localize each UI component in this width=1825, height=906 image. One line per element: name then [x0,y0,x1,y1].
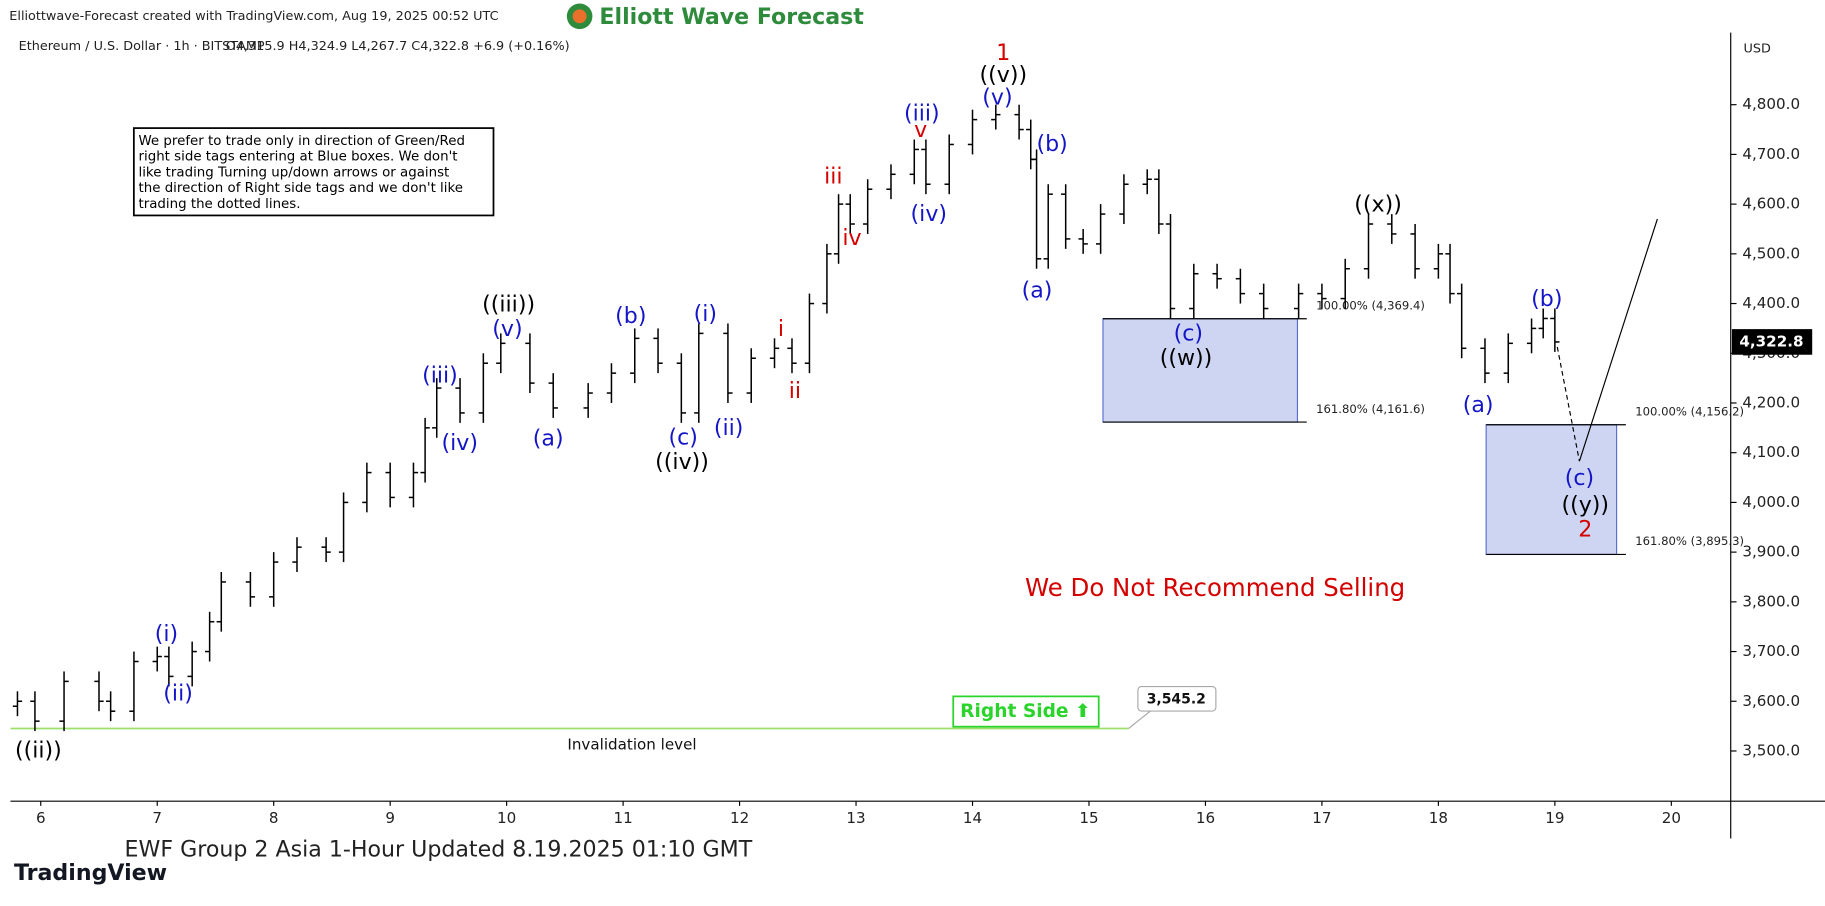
fib-label: 161.80% (4,161.6) [1316,402,1425,416]
x-tick-label: 19 [1545,809,1564,827]
fib-label: 161.80% (3,895.3) [1635,534,1744,548]
x-tick-label: 10 [497,809,516,827]
x-tick-label: 7 [152,809,162,827]
wave-label: (i) [694,301,717,327]
y-tick-label: 4,200.0 [1742,393,1800,411]
wave-label: (b) [1037,131,1068,157]
invalidation-text: Invalidation level [567,735,696,753]
wave-label: ((ii)) [15,738,62,764]
note-line: like trading Turning up/down arrows or a… [139,165,450,180]
footer: EWF Group 2 Asia 1-Hour Updated 8.19.202… [125,837,753,863]
x-tick-label: 18 [1429,809,1448,827]
x-tick-label: 12 [730,809,749,827]
wave-label: 2 [1578,516,1592,542]
x-tick-label: 17 [1312,809,1331,827]
wave-label: iv [842,225,861,251]
y-tick-label: 4,700.0 [1742,145,1800,163]
right-side-box [952,695,1100,728]
projection-dashed [1556,346,1580,462]
wave-label: (ii) [163,681,193,707]
fib-label: 100.00% (4,156.2) [1635,404,1744,418]
y-tick-label: 4,400.0 [1742,294,1800,312]
x-tick-label: 16 [1196,809,1215,827]
wave-label: 1 [996,40,1010,66]
wave-label: ((v)) [979,62,1027,88]
x-tick-label: 6 [36,809,46,827]
wave-label: ((iv)) [655,449,709,475]
y-tick-label: 4,100.0 [1742,443,1800,461]
wave-label: v [914,117,927,143]
right-side-tag: Right Side ⬆ [960,701,1090,722]
warning: We Do Not Recommend Selling [1025,573,1405,602]
wave-label: ((w)) [1160,345,1213,371]
wave-label: (v) [982,84,1012,110]
wave-label: ((iii)) [482,292,535,318]
wave-label: (b) [615,303,646,329]
x-tick-label: 9 [385,809,395,827]
x-tick-label: 13 [846,809,865,827]
y-tick-label: 3,500.0 [1742,741,1800,759]
y-tick-label: 4,500.0 [1742,244,1800,262]
wave-label: (iv) [442,430,478,456]
projection-line [1578,218,1658,462]
wave-label: (iv) [911,201,947,227]
y-tick-label: 3,800.0 [1742,592,1800,610]
target-zone [1485,424,1618,556]
wave-label: (c) [669,424,698,450]
wave-label: (b) [1531,286,1562,312]
wave-label: (c) [1174,321,1203,347]
logo: Elliott Wave Forecast [599,4,864,30]
y-tick-label: 3,600.0 [1742,692,1800,710]
logo-icon [572,9,587,24]
note-line: trading the dotted lines. [139,197,301,212]
note-box [132,127,495,217]
x-tick-label: 20 [1662,809,1681,827]
wave-label: (c) [1565,465,1594,491]
callout-box [1137,686,1217,712]
note-line: the direction of Right side tags and we … [139,181,463,196]
wave-label: i [778,316,784,342]
header: Elliottwave-Forecast created with Tradin… [9,9,498,24]
note-line: We prefer to trade only in direction of … [139,134,465,149]
y-tick-label: 4,800.0 [1742,95,1800,113]
wave-label: iii [824,164,842,190]
wave-label: (v) [492,316,522,342]
symbol: Ethereum / U.S. Dollar · 1h · BITSTAMP [19,39,265,54]
x-tick-label: 15 [1079,809,1098,827]
x-tick-label: 11 [613,809,632,827]
note-line: right side tags entering at Blue boxes. … [139,150,458,165]
x-tick-label: 14 [963,809,982,827]
y-tick-label: 3,700.0 [1742,642,1800,660]
invalidation-label: 3,545.2 [1147,691,1206,707]
callout-connector [1128,709,1153,729]
wave-label: (iii) [904,101,940,127]
wave-label: (a) [1463,392,1494,418]
wave-label: (a) [533,426,564,452]
wave-label: ((x)) [1354,191,1402,217]
wave-label: ii [789,378,801,404]
ohlc-values: O4,315.9 H4,324.9 L4,267.7 C4,322.8 +6.9… [226,39,570,54]
brand: TradingView [14,860,167,886]
wave-label: (iii) [422,363,458,389]
y-tick-label: 4,600.0 [1742,195,1800,213]
target-zone [1102,318,1299,423]
wave-label: ((y)) [1561,492,1609,518]
last-price-label: 4,322.8 [1739,332,1803,350]
wave-label: (a) [1022,278,1053,304]
fib-label: 100.00% (4,369.4) [1316,298,1425,312]
x-tick-label: 8 [269,809,279,827]
currency: USD [1744,41,1771,56]
last-price-tag [1731,329,1813,355]
y-tick-label: 4,000.0 [1742,493,1800,511]
wave-label: (ii) [714,415,744,441]
y-tick-label: 3,900.0 [1742,543,1800,561]
wave-label: (i) [155,621,178,647]
